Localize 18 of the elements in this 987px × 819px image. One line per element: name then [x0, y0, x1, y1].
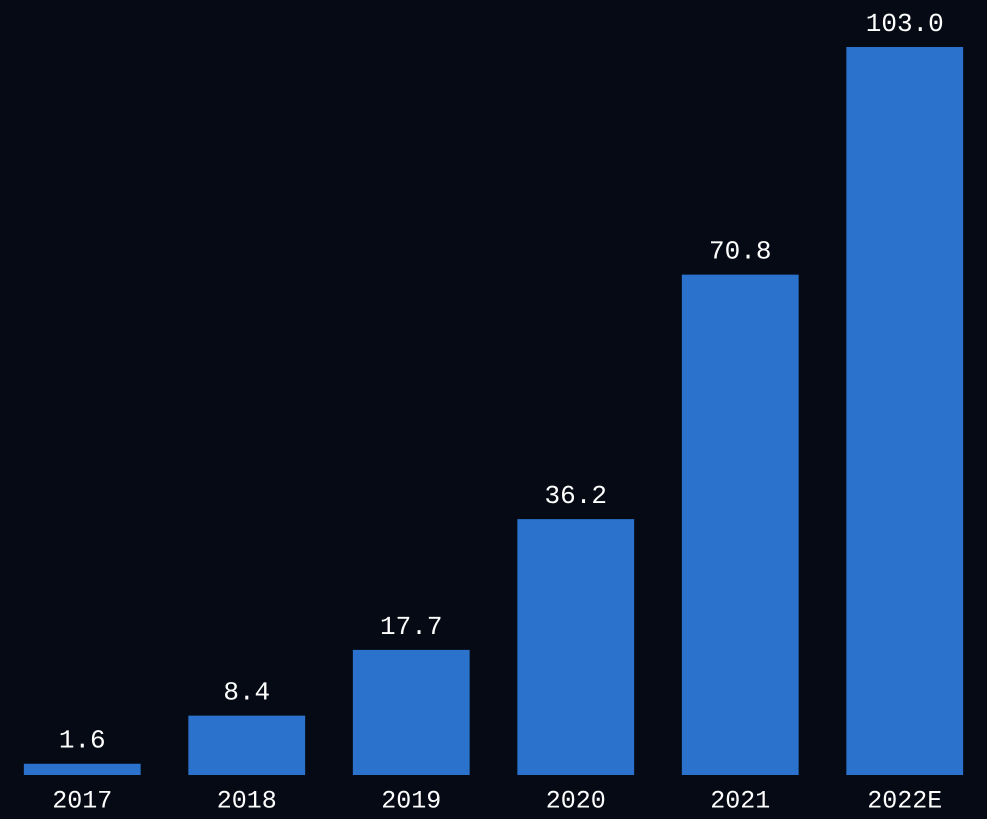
data-label: 8.4 — [223, 678, 270, 708]
data-label: 1.6 — [58, 726, 106, 756]
bar — [188, 716, 306, 775]
data-label: 103.0 — [866, 8, 944, 39]
bar — [846, 47, 964, 775]
data-label: 17.7 — [380, 612, 442, 642]
bar — [24, 764, 141, 775]
bar — [682, 274, 799, 775]
bar — [352, 650, 470, 775]
bar — [517, 519, 634, 775]
x-tick-label: 2022E — [867, 786, 942, 816]
x-tick-label: 2017 — [52, 786, 112, 816]
x-tick-label: 2020 — [546, 786, 606, 816]
data-label: 36.2 — [544, 481, 607, 512]
x-tick-label: 2021 — [710, 786, 770, 816]
x-tick-label: 2018 — [216, 786, 277, 816]
x-tick-label: 2019 — [381, 786, 442, 816]
data-label: 70.8 — [709, 236, 772, 266]
